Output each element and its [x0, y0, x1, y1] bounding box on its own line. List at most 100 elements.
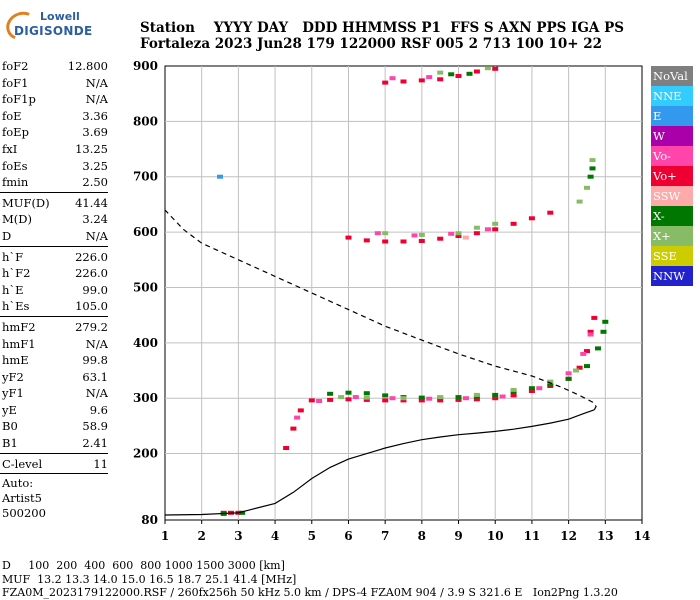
echo-point	[283, 446, 290, 450]
echo-point	[363, 395, 370, 400]
echo-point	[602, 319, 609, 324]
param-separator	[0, 473, 108, 475]
echo-point	[382, 80, 389, 85]
param-value: 99.8	[82, 353, 108, 368]
echo-point	[484, 66, 491, 71]
param-row: C-level 11	[0, 456, 110, 473]
echo-point	[327, 391, 334, 396]
x-tick-label: 7	[381, 529, 389, 543]
echo-point	[455, 231, 462, 236]
echo-point	[492, 221, 499, 226]
echo-point	[217, 174, 223, 179]
autoscaling-info: Auto: Artist5 500200	[0, 476, 110, 521]
legend-item: NNW	[651, 266, 693, 286]
legend-item: SSW	[651, 186, 693, 206]
param-row: yF1 N/A	[0, 385, 110, 402]
param-row: foEs 3.25	[0, 158, 110, 175]
param-row: D N/A	[0, 228, 110, 245]
echo-point	[363, 238, 370, 243]
param-row: MUF(D) 41.44	[0, 195, 110, 212]
true-height-profile-line	[164, 409, 595, 516]
station-header: Station YYYY DAY DDD HHMMSS P1 FFS S AXN…	[140, 20, 624, 52]
param-name: fmin	[2, 175, 29, 190]
y-tick-label: 500	[133, 280, 158, 294]
param-name: h`E	[2, 282, 24, 297]
y-tick-label: 800	[133, 114, 158, 128]
echo-point	[418, 232, 425, 237]
echo-point	[587, 332, 594, 337]
echo-point	[345, 397, 352, 402]
echo-point	[462, 235, 469, 240]
echo-point	[492, 227, 499, 232]
param-row: fmin 2.50	[0, 174, 110, 191]
echo-point	[437, 236, 444, 241]
param-value: 3.36	[82, 108, 108, 123]
param-row: hmF1 N/A	[0, 336, 110, 353]
echo-point	[382, 239, 389, 244]
echo-point	[528, 386, 535, 391]
echo-point	[473, 231, 480, 236]
echo-point	[290, 426, 297, 431]
footer-info: D 100 200 400 600 800 1000 1500 3000 [km…	[2, 559, 618, 600]
echo-point	[565, 371, 572, 376]
echo-point	[528, 389, 535, 393]
footer-file-info: FZA0M_2023179122000.RSF / 260fx256h 50 k…	[2, 586, 618, 599]
param-name: B0	[2, 419, 18, 434]
x-tick-label: 5	[308, 529, 316, 543]
echo-point	[418, 78, 425, 83]
echo-point	[400, 396, 407, 401]
param-name: yE	[2, 402, 17, 417]
legend-item: X+	[651, 226, 693, 246]
param-value: 63.1	[82, 369, 108, 384]
chart-grid	[164, 65, 643, 521]
param-value: N/A	[85, 92, 108, 107]
echo-point	[437, 70, 444, 75]
echo-point	[484, 227, 491, 232]
param-separator	[0, 191, 108, 193]
param-value: 226.0	[75, 249, 108, 264]
param-row: hmE 99.8	[0, 352, 110, 369]
param-row: foF2 12.800	[0, 58, 110, 75]
param-name: h`Es	[2, 299, 30, 314]
x-tick-label: 4	[271, 529, 279, 543]
echo-point	[565, 376, 572, 381]
y-tick-label: 600	[133, 225, 158, 239]
param-row: h`Es 105.0	[0, 298, 110, 315]
echo-point	[389, 76, 396, 81]
echo-point	[389, 396, 396, 401]
header-line-2: Fortaleza 2023 Jun28 179 122000 RSF 005 …	[140, 36, 603, 52]
param-value: 3.25	[82, 158, 108, 173]
x-tick-label: 9	[454, 529, 462, 543]
param-value: N/A	[85, 386, 108, 401]
param-value: 41.44	[75, 195, 108, 210]
x-tick-label: 14	[634, 529, 651, 543]
echo-point	[510, 387, 517, 392]
echo-point	[363, 397, 370, 402]
legend-item: W	[651, 126, 693, 146]
echo-point	[584, 364, 590, 369]
param-value: 58.9	[82, 419, 108, 434]
echo-point	[455, 397, 462, 402]
autoscaling-line: Auto:	[2, 476, 34, 491]
digisonde-logo: Lowell DIGISONDE	[2, 7, 92, 45]
param-row: B0 58.9	[0, 418, 110, 435]
param-name: h`F2	[2, 266, 31, 281]
echo-point	[462, 396, 469, 401]
param-name: foF2	[2, 59, 29, 73]
param-name: foE	[2, 108, 22, 123]
echo-point	[510, 221, 517, 226]
x-tick-label: 3	[234, 529, 242, 543]
param-value: 9.6	[89, 402, 108, 417]
param-name: h`F	[2, 249, 24, 264]
echo-point	[595, 346, 601, 351]
header-line-1: Station YYYY DAY DDD HHMMSS P1 FFS S AXN…	[140, 20, 625, 36]
echo-point	[547, 379, 554, 384]
y-tick-label: 300	[133, 391, 158, 405]
legend-item: Vo+	[651, 166, 693, 186]
param-row: foE 3.36	[0, 108, 110, 125]
param-row: fxI 13.25	[0, 141, 110, 158]
echo-point	[345, 235, 352, 240]
param-value: 11	[93, 456, 108, 471]
param-value: 226.0	[75, 266, 108, 281]
param-name: foF1	[2, 75, 29, 90]
